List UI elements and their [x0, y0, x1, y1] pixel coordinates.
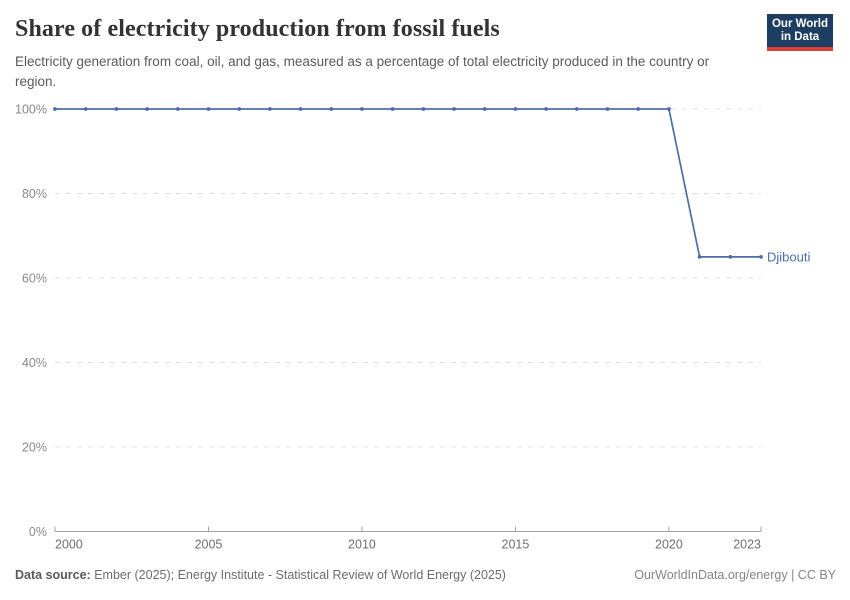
data-point-2001[interactable]	[83, 107, 88, 111]
data-point-2012[interactable]	[421, 107, 426, 111]
x-axis-label-2020: 2020	[655, 538, 683, 552]
series-end-label-djibouti[interactable]: Djibouti	[767, 249, 810, 264]
data-source: Data source: Ember (2025); Energy Instit…	[15, 568, 506, 582]
y-axis-label-60: 60%	[22, 272, 47, 286]
chart-subtitle: Electricity generation from coal, oil, a…	[15, 54, 710, 90]
x-axis-label-2005: 2005	[195, 538, 223, 552]
owid-logo-line2: in Data	[780, 31, 820, 43]
y-axis-label-20: 20%	[22, 441, 47, 455]
data-point-2016[interactable]	[544, 107, 549, 111]
data-point-2007[interactable]	[267, 107, 272, 111]
license-link[interactable]: OurWorldInData.org/energy | CC BY	[634, 568, 836, 582]
data-point-2017[interactable]	[574, 107, 579, 111]
data-point-2008[interactable]	[298, 107, 303, 111]
data-source-text: Ember (2025); Energy Institute - Statist…	[90, 568, 506, 582]
data-point-2010[interactable]	[360, 107, 364, 111]
x-axis-label-2015: 2015	[502, 538, 530, 552]
data-point-2013[interactable]	[452, 107, 456, 111]
y-axis-label-0: 0%	[29, 525, 47, 539]
data-point-2003[interactable]	[145, 107, 149, 111]
series-line-djibouti[interactable]	[54, 108, 762, 258]
data-source-label: Data source:	[15, 568, 91, 582]
data-point-2004[interactable]	[175, 107, 180, 111]
chart-title: Share of electricity production from fos…	[15, 16, 500, 42]
data-point-2015[interactable]	[513, 107, 518, 111]
owid-logo-line1: Our World	[771, 18, 828, 30]
data-point-2018[interactable]	[605, 107, 610, 111]
y-axis-label-100: 100%	[15, 103, 47, 117]
data-point-2005[interactable]	[206, 107, 211, 111]
x-axis-label-2000: 2000	[55, 538, 83, 552]
y-axis-label-80: 80%	[22, 187, 47, 201]
data-point-2020[interactable]	[667, 107, 671, 111]
data-point-2000[interactable]	[53, 107, 57, 111]
data-point-2023[interactable]	[759, 254, 763, 259]
data-point-2021[interactable]	[697, 254, 702, 259]
data-point-2022[interactable]	[728, 254, 733, 259]
chart-footer: Data source: Ember (2025); Energy Instit…	[15, 568, 836, 582]
owid-logo[interactable]: Our World in Data	[767, 14, 833, 51]
data-point-2006[interactable]	[237, 107, 242, 111]
data-point-2019[interactable]	[636, 107, 641, 111]
data-point-2002[interactable]	[114, 107, 119, 111]
x-axis-label-2010: 2010	[348, 538, 376, 552]
data-point-2011[interactable]	[390, 107, 395, 111]
data-point-2009[interactable]	[329, 107, 334, 111]
data-point-2014[interactable]	[482, 107, 487, 111]
y-axis-label-40: 40%	[22, 356, 47, 370]
x-axis-label-2023: 2023	[733, 538, 761, 552]
